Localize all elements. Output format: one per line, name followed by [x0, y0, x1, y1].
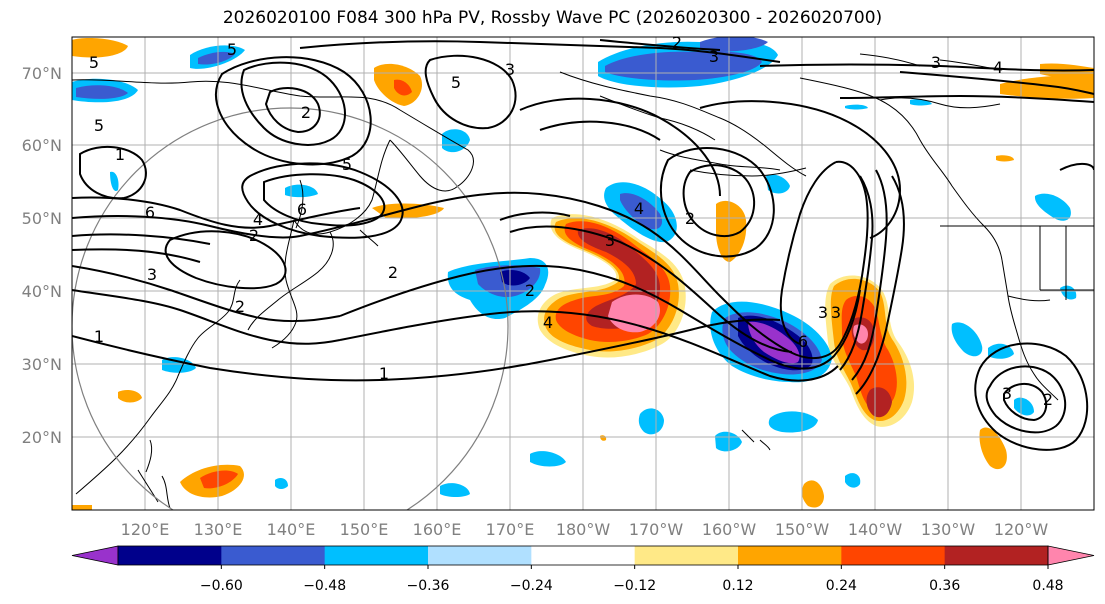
colorbar-segment [841, 546, 946, 565]
longitude-label: 170°W [629, 520, 684, 539]
contour-label: 5 [227, 40, 237, 59]
contour-label: 2 [672, 33, 682, 52]
longitude-label: 150°E [340, 520, 389, 539]
colorbar-tick-label: −0.60 [200, 578, 243, 594]
latitude-label: 40°N [22, 282, 62, 301]
contour-label: 3 [505, 60, 515, 79]
contour-label: 2 [525, 281, 535, 300]
contour-label: 2 [301, 103, 311, 122]
longitude-label: 140°E [267, 520, 316, 539]
contour-label: 3 [147, 265, 157, 284]
longitude-label: 140°W [848, 520, 903, 539]
range-circle [72, 107, 509, 510]
latitude-labels: 70°N 60°N 50°N 40°N 30°N 20°N [22, 64, 62, 447]
longitude-label: 170°E [486, 520, 535, 539]
longitude-label: 120°E [121, 520, 170, 539]
contour-label: 5 [342, 155, 352, 174]
longitude-label: 180°W [556, 520, 611, 539]
contour-label: 2 [1043, 390, 1053, 409]
contour-label: 1 [115, 145, 125, 164]
longitude-label: 160°E [413, 520, 462, 539]
colorbar-segment [531, 546, 636, 565]
colorbar-segment [324, 546, 429, 565]
longitude-label: 130°W [921, 520, 976, 539]
contour-label: 4 [993, 58, 1003, 77]
colorbar-tick-labels: −0.60 −0.48 −0.36 −0.24 −0.12 0.12 0.24 0.36 0.4… [200, 565, 1064, 594]
longitude-label: 160°W [702, 520, 757, 539]
colorbar [71, 545, 1095, 566]
latitude-label: 20°N [22, 428, 62, 447]
colorbar-segment [118, 546, 222, 565]
contour-label: 5 [451, 73, 461, 92]
contour-label: 2 [249, 226, 259, 245]
longitude-labels: 120°E 130°E 140°E 150°E 160°E 170°E 180°W 170°W… [121, 520, 1049, 539]
colorbar-extend-high [1047, 545, 1095, 566]
latitude-label: 50°N [22, 209, 62, 228]
contour-label: 3 [605, 231, 615, 250]
contour-label: 4 [253, 210, 263, 229]
figure-title: 2026020100 F084 300 hPa PV, Rossby Wave … [222, 8, 883, 28]
colorbar-segment [738, 546, 842, 565]
colorbar-segment [634, 546, 739, 565]
contour-label: 2 [235, 297, 245, 316]
colorbar-extend-low [71, 545, 119, 566]
longitude-label: 150°W [775, 520, 830, 539]
longitude-label: 120°W [994, 520, 1049, 539]
coastlines [72, 53, 1094, 509]
latitude-label: 60°N [22, 136, 62, 155]
pc-contours [72, 39, 1094, 451]
colorbar-tick-label: 0.24 [826, 578, 857, 594]
contour-label: 6 [145, 203, 155, 222]
colorbar-outline [117, 545, 1049, 566]
colorbar-tick-label: −0.48 [303, 578, 346, 594]
contour-label: 3 [1002, 384, 1012, 403]
contour-label: 4 [543, 313, 553, 332]
colorbar-tick-label: −0.36 [407, 578, 450, 594]
contour-label: 3 [831, 303, 841, 322]
contour-label: 6 [798, 332, 808, 351]
colorbar-tick-label: −0.24 [510, 578, 553, 594]
positive-pv-shading [72, 38, 1094, 510]
colorbar-segment [944, 546, 1049, 565]
contour-label: 2 [388, 263, 398, 282]
colorbar-segment [221, 546, 326, 565]
contour-label: 4 [634, 199, 644, 218]
colorbar-tick-label: −0.12 [613, 578, 656, 594]
latitude-label: 70°N [22, 64, 62, 83]
contour-label: 5 [94, 116, 104, 135]
colorbar-tick-label: 0.12 [722, 578, 753, 594]
contour-label: 6 [297, 200, 307, 219]
contour-label: 3 [709, 47, 719, 66]
longitude-label: 130°E [194, 520, 243, 539]
map-frame [71, 36, 1095, 511]
contour-label: 5 [89, 53, 99, 72]
colorbar-tick-label: 0.36 [929, 578, 960, 594]
colorbar-segment [428, 546, 532, 565]
contour-label: 1 [94, 327, 104, 346]
contour-label: 3 [931, 53, 941, 72]
contour-label: 1 [379, 364, 389, 383]
contour-label: 2 [685, 209, 695, 228]
latitude-label: 30°N [22, 355, 62, 374]
colorbar-tick-label: 0.48 [1032, 578, 1063, 594]
contour-label: 3 [818, 303, 828, 322]
